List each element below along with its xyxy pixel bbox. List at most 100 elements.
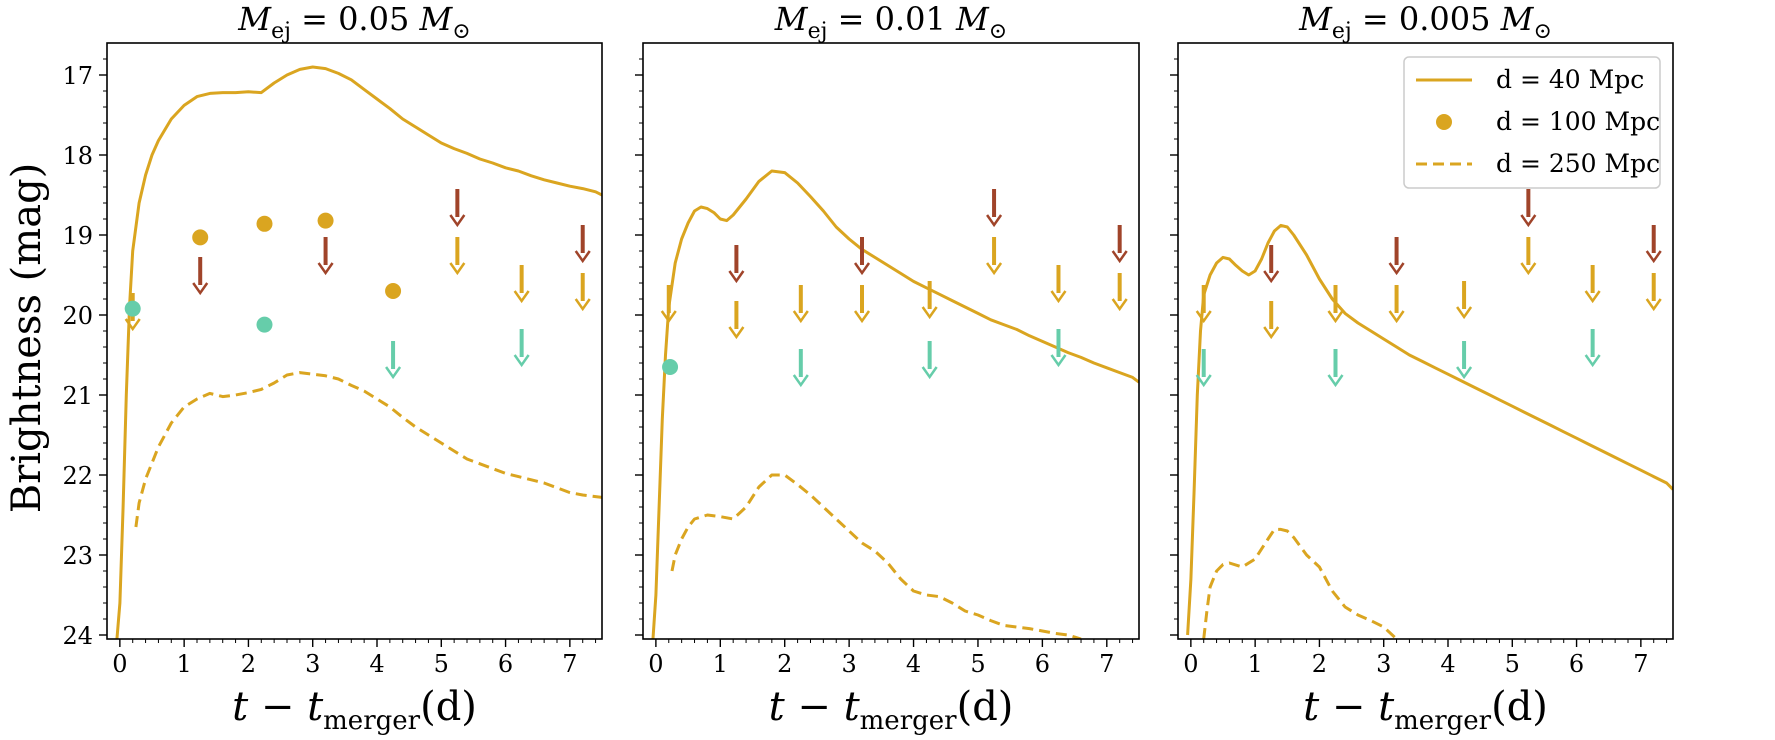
x-tick-label: 1 [177,650,192,678]
panel-title: Mej = 0.01 M⊙ [774,0,1007,44]
x-tick-label: 5 [970,650,985,678]
detection-point [256,215,273,232]
arrow-head [1263,326,1280,340]
plot-frame [1177,42,1674,640]
upper-limit-arrow [1645,273,1662,312]
title-sun-symbol: ⊙ [1533,19,1551,44]
panel-3: Mej = 0.005 M⊙0 1 2 3 4 5 6 7t − tmerger(d)d = … [1170,0,1674,736]
arrow-head [728,270,745,284]
arrow-head [1195,374,1212,388]
x-tick-label: 6 [1035,650,1050,678]
upper-limit-arrow [1584,265,1601,304]
panel-title: Mej = 0.005 M⊙ [1298,0,1552,44]
y-tick-label: 17 [62,62,93,90]
upper-limit-arrow [1327,285,1344,324]
arrow-head [1050,290,1067,304]
legend-item: d = 250 Mpc [1416,149,1660,178]
y-tick-label: 22 [62,462,93,490]
upper-limit-arrow [1195,285,1212,324]
upper-limit-arrow [853,237,871,276]
title-sun-symbol: ⊙ [452,19,470,44]
x-tick-label: 5 [1505,650,1520,678]
arrow-head [1645,298,1662,312]
upper-limit-arrow [792,285,809,324]
x-tick-label: 7 [1099,650,1114,678]
x-label-subscript: merger [860,706,958,736]
series-line-40mpc [1186,223,1673,636]
title-subscript: ej [1332,19,1352,44]
upper-limit-arrow [317,237,334,276]
upper-limit-arrow [385,341,402,380]
upper-limit-arrow [1388,285,1405,324]
upper-limit-arrow [1645,225,1662,264]
x-tick-label: 7 [1633,650,1648,678]
x-tick-label: 2 [1312,650,1327,678]
x-tick-label: 1 [713,650,728,678]
series-line-40mpc [651,169,1139,639]
arrow-head [660,310,677,324]
upper-limit-arrow [1456,281,1473,320]
upper-limit-arrow [728,301,745,340]
upper-limit-arrow [1111,273,1128,312]
y-tick-label: 23 [62,542,93,570]
arrow-head [728,326,745,340]
arrow-head [1195,310,1212,324]
x-tick-label: 5 [434,650,449,678]
title-value: = 0.05 [291,0,420,38]
arrow-head [449,214,466,228]
title-subscript: ej [271,19,291,44]
title-symbol: M [774,0,809,38]
x-label-tail: (d) [420,684,477,730]
upper-limit-arrow [728,245,745,284]
arrow-head [1520,262,1537,276]
arrow-head [513,354,530,368]
upper-limit-arrow [1111,225,1128,264]
arrow-head [921,306,938,320]
upper-limit-arrow [1263,245,1280,284]
upper-limit-arrow [574,273,591,312]
upper-limit-arrow [449,189,466,228]
upper-limit-arrow [921,341,938,380]
legend-swatch-marker [1436,114,1452,130]
x-axis-label: t − tmerger(d) [769,684,1014,736]
x-tick-label: 0 [1183,650,1198,678]
x-tick-label: 3 [841,650,856,678]
upper-limit-arrow [513,265,530,304]
title-value: = 0.005 [1352,0,1501,38]
legend-item: d = 40 Mpc [1416,65,1644,94]
detection-point [385,283,402,299]
x-tick-label: 4 [1440,650,1455,678]
upper-limit-arrow [449,237,466,276]
upper-limit-arrow [513,329,530,368]
x-label-main: t − t [1303,684,1395,730]
x-label-tail: (d) [957,684,1014,730]
arrow-head [1263,270,1280,284]
arrow-head [1327,374,1344,388]
x-tick-label: 2 [777,650,792,678]
arrow-head [1388,262,1405,276]
upper-limit-arrow [1050,329,1067,368]
legend-label: d = 40 Mpc [1496,65,1644,94]
legend: d = 40 Mpc d = 100 Mpc d = 250 Mpc [1403,56,1661,189]
upper-limit-arrow [1050,265,1067,304]
title-mass-symbol: M [418,0,453,38]
legend-box [1403,56,1661,189]
upper-limit-arrow [660,285,677,324]
y-tick-label: 21 [62,382,93,410]
y-axis-label: Brightness (mag) [4,163,50,514]
arrow-head [1456,366,1473,380]
upper-limit-arrow [1263,301,1280,340]
legend-label: d = 100 Mpc [1496,107,1660,136]
upper-limit-arrow [192,257,209,296]
arrow-head [1584,290,1601,304]
arrow-head [853,310,871,324]
series-line-250mpc [670,473,1082,639]
upper-limit-arrow [1584,329,1601,368]
title-mass-symbol: M [955,0,990,38]
x-tick-label: 0 [112,650,127,678]
arrow-head [385,366,402,380]
plot-area [651,169,1139,639]
series-line-250mpc [1202,527,1398,639]
title-mass-symbol: M [1500,0,1535,38]
